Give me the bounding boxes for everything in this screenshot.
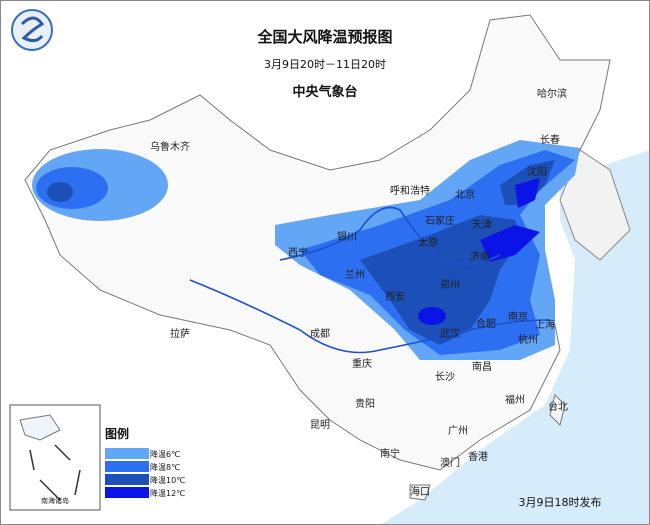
city-label: 石家庄 xyxy=(425,214,455,227)
city-label: 北京 xyxy=(455,188,475,201)
city-label: 西宁 xyxy=(288,246,308,259)
legend-label: 降温6℃ xyxy=(150,449,180,459)
islands xyxy=(409,394,566,501)
city-label: 香港 xyxy=(468,451,488,463)
city-label: 贵阳 xyxy=(355,397,375,410)
city-label: 武汉 xyxy=(440,327,460,340)
period: 3月9日20时－11日20时 xyxy=(264,58,386,71)
legend-swatch xyxy=(105,461,149,472)
city-label: 乌鲁木齐 xyxy=(150,140,190,153)
city-label: 昆明 xyxy=(310,419,330,431)
logo xyxy=(11,9,53,51)
inset-label: 南海诸岛 xyxy=(41,496,69,505)
city-label: 上海 xyxy=(535,318,555,331)
city-label: 呼和浩特 xyxy=(390,185,430,197)
legend-label: 降温8℃ xyxy=(150,462,180,472)
legend: 图例 降温6℃ 降温8℃ 降温10℃ 降温12℃ xyxy=(105,426,185,498)
city-label: 澳门 xyxy=(440,456,460,469)
korea xyxy=(559,149,631,261)
city-label: 杭州 xyxy=(518,333,538,346)
city-label: 长春 xyxy=(540,134,560,146)
region xyxy=(418,307,446,325)
issuer: 中央气象台 xyxy=(292,84,357,100)
river xyxy=(189,279,551,354)
legend-label: 降温12℃ xyxy=(150,488,185,498)
city-label: 兰州 xyxy=(345,268,365,281)
city-labels: 乌鲁木齐 哈尔滨 长春 沈阳 呼和浩特 北京 石家庄 天津 银川 太原 西宁 兰… xyxy=(150,87,568,498)
inset-islands xyxy=(29,444,81,501)
region xyxy=(360,160,555,345)
city-label: 长沙 xyxy=(435,371,455,383)
city-label: 台北 xyxy=(548,400,568,413)
legend-swatch xyxy=(105,474,149,485)
region xyxy=(480,178,540,262)
city-label: 济南 xyxy=(470,250,490,263)
legend-swatch xyxy=(105,448,149,459)
city-label: 太原 xyxy=(418,236,438,249)
city-label: 西安 xyxy=(385,290,405,303)
city-label: 重庆 xyxy=(352,357,372,370)
region xyxy=(47,182,73,202)
city-label: 福州 xyxy=(505,393,525,406)
cooling-regions xyxy=(32,140,580,360)
city-label: 天津 xyxy=(472,219,492,231)
legend-label: 降温10℃ xyxy=(150,475,185,485)
inset: 南海诸岛 xyxy=(9,404,101,511)
city-label: 沈阳 xyxy=(527,165,547,178)
city-label: 海口 xyxy=(410,485,430,498)
city-label: 成都 xyxy=(310,328,330,340)
inset-land xyxy=(19,414,61,441)
region xyxy=(36,167,108,209)
city-label: 广州 xyxy=(448,425,468,437)
city-label: 合肥 xyxy=(476,317,496,330)
city-label: 南昌 xyxy=(472,360,492,373)
city-label: 拉萨 xyxy=(170,327,190,340)
city-label: 银川 xyxy=(337,230,357,243)
city-label: 南京 xyxy=(508,310,528,323)
city-label: 南宁 xyxy=(380,447,400,460)
issue-time: 3月9日18时发布 xyxy=(519,495,602,509)
title: 全国大风降温预报图 xyxy=(256,28,392,46)
legend-title: 图例 xyxy=(105,426,129,441)
river xyxy=(279,206,501,265)
city-label: 郑州 xyxy=(440,278,460,291)
legend-swatch xyxy=(105,487,149,498)
city-label: 哈尔滨 xyxy=(537,87,567,100)
